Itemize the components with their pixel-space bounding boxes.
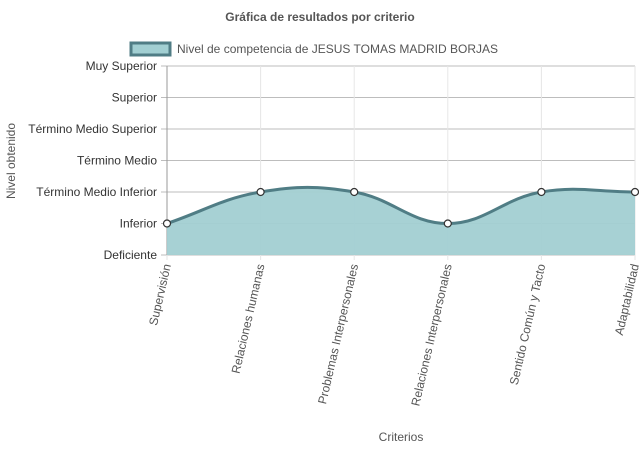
plot [162,185,639,255]
y-tick-label: Término Medio Superior [28,122,157,136]
y-tick-label: Término Medio [77,154,157,168]
x-tick-label: Relaciones Interpersonales [408,263,454,408]
x-tick-label: Adaptabilidad [612,263,639,337]
y-axis-title: Nivel obtenido [4,123,18,199]
x-tick-label: Supervisión [146,263,174,327]
point [537,187,546,197]
point [350,187,359,197]
x-axis-title: Criterios [379,430,424,444]
y-tick-label: Superior [112,91,157,105]
x-tick-label: Relaciones humanas [229,263,268,375]
point [256,187,265,197]
x-tick-label: Sentido Común y Tacto [507,262,549,386]
point [630,187,639,197]
chart-title: Gráfica de resultados por criterio [225,10,414,24]
line [166,185,636,226]
y-tick-label: Deficiente [104,248,158,262]
point [162,219,172,228]
area [167,187,635,255]
legend-label: Nivel de competencia de JESUS TOMAS MADR… [177,42,498,56]
y-tick-label: Inferior [120,217,157,231]
x-tick-label: Problemas Interpersonales [315,263,361,406]
legend-swatch [129,41,172,57]
y-tick-label: Muy Superior [86,59,157,73]
point [443,219,452,228]
y-tick-label: Término Medio Inferior [36,185,157,199]
